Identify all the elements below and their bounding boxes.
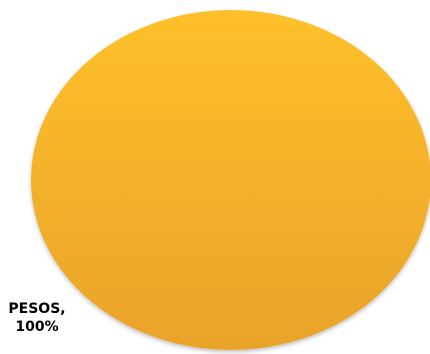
data-labels: PESOS, 100%: [8, 301, 65, 335]
pie-slices: [31, 10, 430, 350]
slice-label-name: PESOS,: [8, 301, 65, 317]
slice-label-value: 100%: [15, 319, 58, 335]
pie-slice-pesos: [31, 10, 430, 350]
